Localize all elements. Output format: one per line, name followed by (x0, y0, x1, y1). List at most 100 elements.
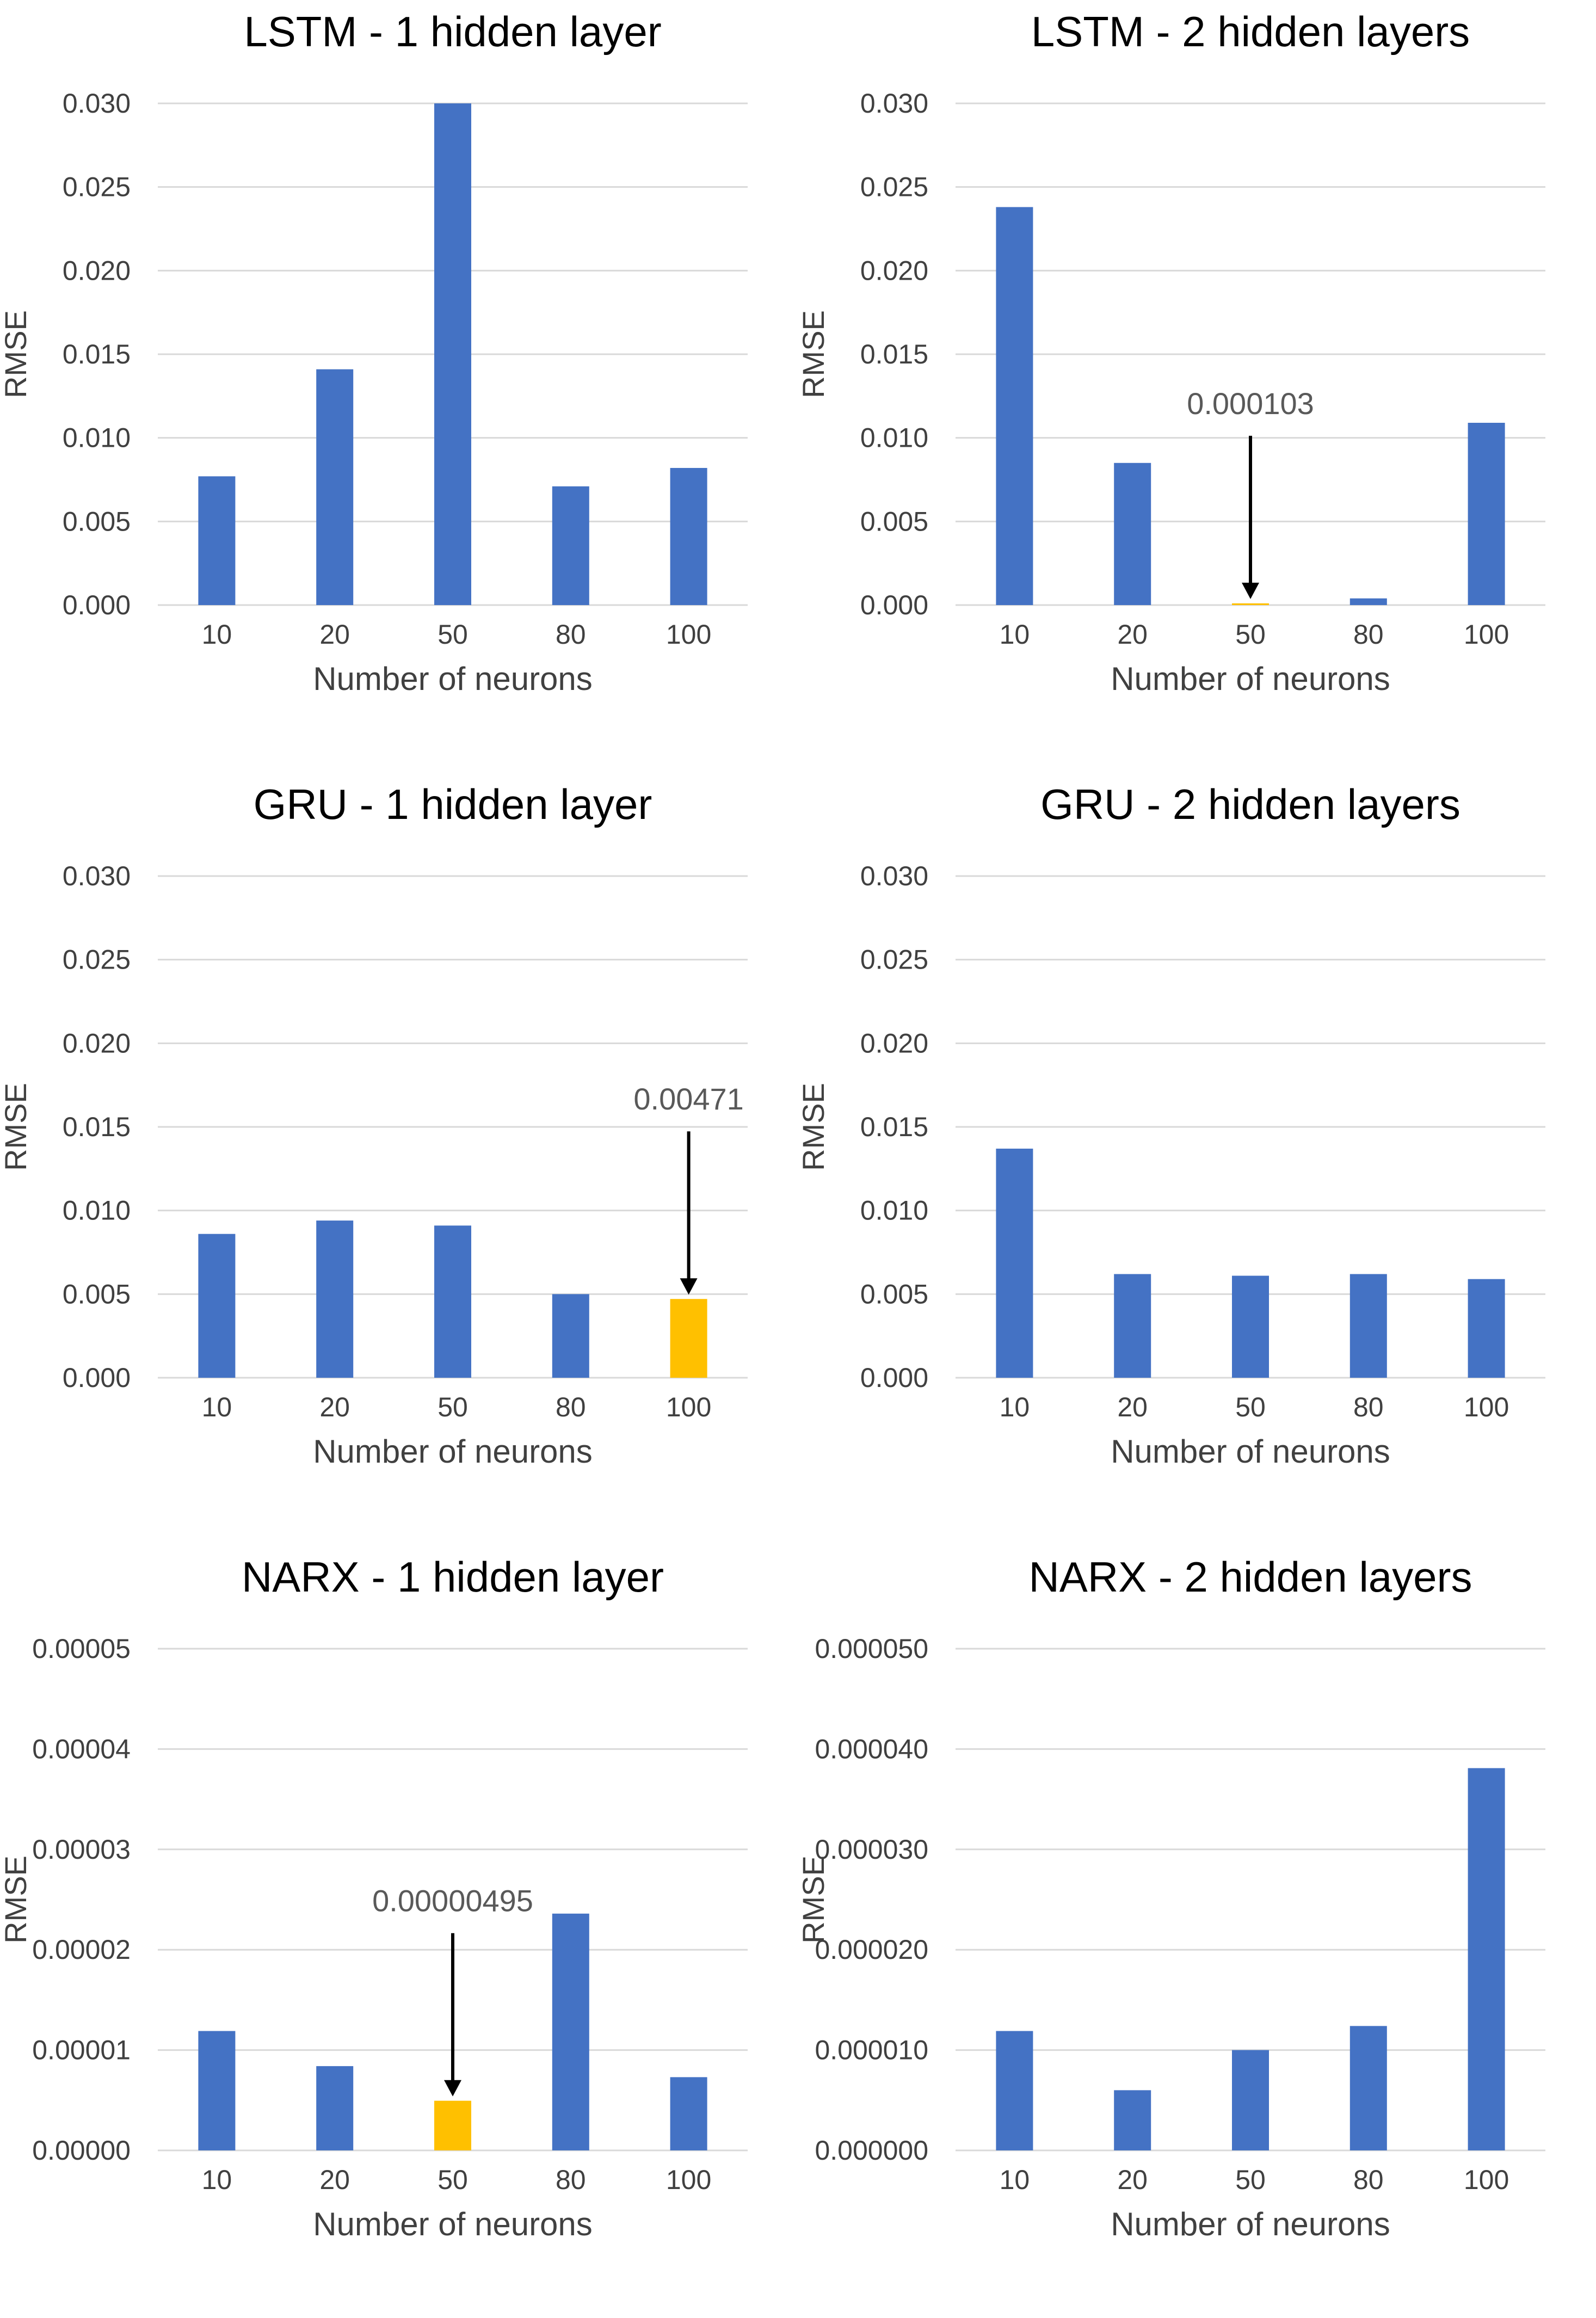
y-tick-label: 0.030 (860, 861, 928, 891)
y-axis-label: RMSE (798, 310, 830, 398)
y-tick-label: 0.00002 (32, 1934, 131, 1965)
x-tick-label: 10 (202, 1392, 232, 1422)
bar (552, 1913, 589, 2150)
bar (1114, 1274, 1151, 1378)
bar (552, 1294, 589, 1378)
y-tick-label: 0.00003 (32, 1834, 131, 1865)
chart-title: LSTM - 1 hidden layer (244, 8, 661, 56)
x-tick-label: 20 (1117, 619, 1148, 650)
x-tick-label: 50 (437, 1392, 468, 1422)
x-tick-label: 10 (1000, 2165, 1030, 2195)
y-tick-label: 0.020 (63, 255, 131, 286)
annotation-arrow-head (444, 2080, 461, 2097)
y-axis-label: RMSE (798, 1083, 830, 1171)
x-tick-label: 50 (437, 619, 468, 650)
bar (670, 2077, 707, 2150)
y-tick-label: 0.005 (63, 506, 131, 537)
y-axis-label: RMSE (798, 1855, 830, 1944)
y-tick-label: 0.000 (63, 590, 131, 620)
y-tick-label: 0.010 (63, 1195, 131, 1226)
y-tick-label: 0.015 (860, 1112, 928, 1142)
bar (1349, 1274, 1387, 1378)
bar (1349, 2026, 1387, 2150)
chart-panel-gru-2: GRU - 2 hidden layers 0.000 0.005 0.010 0.01… (798, 773, 1595, 1545)
bar (198, 1234, 236, 1378)
y-tick-label: 0.030 (63, 88, 131, 119)
x-axis-label: Number of neurons (313, 1433, 593, 1470)
chart-title: GRU - 2 hidden layers (1040, 780, 1461, 828)
y-tick-label: 0.015 (63, 1112, 131, 1142)
x-tick-label: 20 (319, 1392, 350, 1422)
y-tick-label: 0.000000 (815, 2135, 928, 2166)
y-tick-label: 0.000 (860, 1363, 928, 1393)
chart-svg-gru-1: GRU - 1 hidden layer 0.000 0.005 0.010 0.015… (0, 780, 748, 1470)
x-tick-label: 100 (1464, 619, 1509, 650)
y-tick-label: 0.020 (860, 1028, 928, 1058)
x-tick-label: 100 (666, 1392, 711, 1422)
annotation-label: 0.000103 (1187, 386, 1314, 421)
x-tick-label: 50 (1235, 1392, 1266, 1422)
bar (670, 467, 707, 605)
x-tick-label: 80 (556, 619, 586, 650)
y-tick-label: 0.020 (63, 1028, 131, 1058)
y-tick-label: 0.030 (63, 861, 131, 891)
x-tick-label: 100 (666, 619, 711, 650)
y-axis-label: RMSE (0, 1083, 33, 1171)
chart-panel-narx-1: NARX - 1 hidden layer 0.00000 0.00001 0.000… (0, 1545, 798, 2318)
x-axis-label: Number of neurons (313, 2206, 593, 2242)
y-tick-label: 0.005 (860, 1279, 928, 1309)
x-tick-label: 10 (1000, 619, 1030, 650)
y-tick-label: 0.00000 (32, 2135, 131, 2166)
bar-highlight (670, 1299, 707, 1378)
bar (1468, 1768, 1505, 2150)
bar (996, 1148, 1033, 1378)
x-axis-label: Number of neurons (1111, 1433, 1390, 1470)
bar (1232, 1275, 1269, 1378)
chart-panel-gru-1: GRU - 1 hidden layer 0.000 0.005 0.010 0.015… (0, 773, 798, 1545)
bar (316, 2066, 354, 2150)
x-axis-label: Number of neurons (313, 661, 593, 697)
x-tick-label: 100 (1464, 2165, 1509, 2195)
chart-svg-lstm-1: LSTM - 1 hidden layer 0.000 0.005 0.010 0.01… (0, 8, 748, 697)
bar (552, 486, 589, 605)
y-tick-label: 0.000010 (815, 2035, 928, 2066)
bar (198, 2031, 236, 2150)
chart-title: LSTM - 2 hidden layers (1031, 8, 1470, 56)
bar (1349, 598, 1387, 605)
y-tick-label: 0.015 (63, 339, 131, 369)
bar (434, 103, 471, 605)
x-tick-label: 100 (1464, 1392, 1509, 1422)
x-tick-label: 80 (556, 2165, 586, 2195)
bar (996, 207, 1033, 606)
y-tick-label: 0.00005 (32, 1633, 131, 1664)
y-tick-label: 0.010 (860, 423, 928, 453)
y-tick-label: 0.00001 (32, 2035, 131, 2066)
y-tick-label: 0.020 (860, 255, 928, 286)
chart-svg-narx-1: NARX - 1 hidden layer 0.00000 0.00001 0.000… (0, 1553, 748, 2242)
y-tick-label: 0.000 (63, 1363, 131, 1393)
y-tick-label: 0.000050 (815, 1633, 928, 1664)
bar (1468, 423, 1505, 605)
x-tick-label: 20 (1117, 1392, 1148, 1422)
bar-highlight (434, 2100, 471, 2150)
chart-panel-lstm-1: LSTM - 1 hidden layer 0.000 0.005 0.010 0.01… (0, 0, 798, 773)
chart-svg-narx-2: NARX - 2 hidden layers 0.000000 0.000010 0.… (798, 1553, 1545, 2242)
bar (1232, 2050, 1269, 2150)
y-tick-label: 0.000030 (815, 1834, 928, 1865)
x-tick-label: 50 (1235, 619, 1266, 650)
x-tick-label: 80 (556, 1392, 586, 1422)
bar (1114, 2090, 1151, 2150)
annotation-arrow-head (680, 1278, 698, 1295)
bar (198, 476, 236, 605)
y-tick-label: 0.025 (63, 945, 131, 975)
chart-title: NARX - 2 hidden layers (1028, 1553, 1472, 1601)
y-tick-label: 0.000 (860, 590, 928, 620)
chart-panel-lstm-2: LSTM - 2 hidden layers 0.000 0.005 0.010 0.0… (798, 0, 1595, 773)
x-tick-label: 50 (1235, 2165, 1266, 2195)
bar (1468, 1279, 1505, 1378)
y-tick-label: 0.00004 (32, 1734, 131, 1764)
x-tick-label: 100 (666, 2165, 711, 2195)
x-tick-label: 10 (202, 619, 232, 650)
x-tick-label: 80 (1353, 2165, 1384, 2195)
x-tick-label: 10 (202, 2165, 232, 2195)
